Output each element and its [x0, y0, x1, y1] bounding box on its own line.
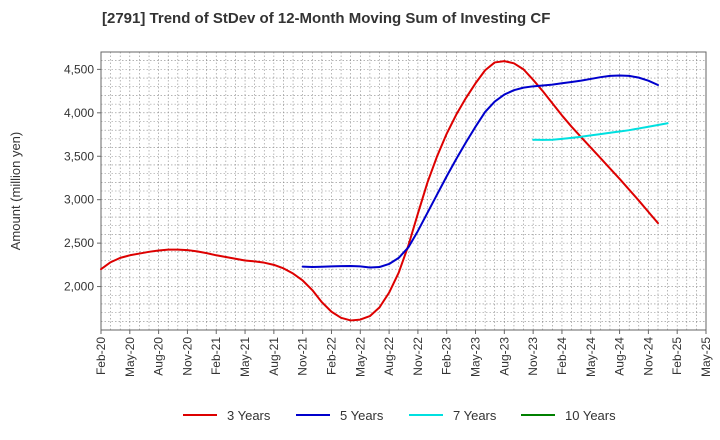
y-tick-label: 2,500 — [64, 236, 94, 250]
x-tick-label: May-24 — [584, 337, 598, 377]
x-tick-label: May-22 — [353, 337, 367, 377]
y-axis-ticks: 2,000 2,500 3,000 3,500 4,000 4,500 — [64, 62, 101, 294]
series-line-3-years — [100, 60, 659, 322]
legend-label: 10 Years — [565, 407, 616, 423]
chart-title: [2791] Trend of StDev of 12-Month Moving… — [102, 10, 551, 27]
legend-item: 5 Years — [296, 405, 383, 425]
y-tick-label: 3,500 — [64, 149, 94, 163]
legend-item: 10 Years — [521, 405, 616, 425]
x-tick-label: Feb-20 — [94, 337, 108, 375]
x-tick-label: Nov-22 — [411, 337, 425, 376]
x-axis-ticks: Feb-20 May-20 Aug-20 Nov-20 Feb-21 May-21 Aug-… — [94, 330, 713, 377]
x-tick-label: Aug-24 — [613, 337, 627, 376]
x-tick-label: May-21 — [238, 337, 252, 377]
x-tick-label: Aug-22 — [382, 337, 396, 376]
x-tick-label: Nov-21 — [296, 337, 310, 376]
y-tick-label: 4,000 — [64, 106, 94, 120]
legend-label: 3 Years — [227, 407, 271, 423]
legend-item: 7 Years — [409, 405, 496, 425]
y-tick-label: 2,000 — [64, 280, 94, 294]
series-line-7-years — [532, 122, 669, 141]
legend: 3 Years 5 Years 7 Years 10 Years — [0, 405, 720, 425]
x-tick-label: May-23 — [469, 337, 483, 377]
x-tick-label: May-20 — [123, 337, 137, 377]
x-tick-label: May-25 — [699, 337, 713, 377]
x-tick-label: Aug-21 — [267, 337, 281, 376]
x-tick-label: Nov-24 — [641, 337, 655, 376]
series-layer — [100, 60, 669, 322]
plot-area-frame — [100, 51, 707, 331]
x-tick-label: Aug-23 — [497, 337, 511, 376]
legend-swatch — [521, 414, 555, 416]
x-tick-label: Feb-25 — [670, 337, 684, 375]
legend-label: 5 Years — [340, 407, 384, 423]
y-tick-label: 4,500 — [64, 62, 94, 76]
x-tick-label: Nov-20 — [180, 337, 194, 376]
x-tick-label: Feb-24 — [555, 337, 569, 375]
grid-layer — [101, 52, 706, 330]
legend-item: 3 Years — [183, 405, 270, 425]
legend-swatch — [296, 414, 330, 416]
x-tick-label: Feb-23 — [440, 337, 454, 375]
series-line-5-years — [301, 74, 659, 269]
x-tick-label: Feb-21 — [209, 337, 223, 375]
legend-swatch — [409, 414, 443, 416]
y-tick-label: 3,000 — [64, 193, 94, 207]
x-tick-label: Feb-22 — [324, 337, 338, 375]
x-tick-label: Aug-20 — [152, 337, 166, 376]
x-tick-label: Nov-23 — [526, 337, 540, 376]
legend-swatch — [183, 414, 217, 416]
y-axis-title: Amount (million yen) — [8, 132, 23, 251]
legend-label: 7 Years — [453, 407, 497, 423]
